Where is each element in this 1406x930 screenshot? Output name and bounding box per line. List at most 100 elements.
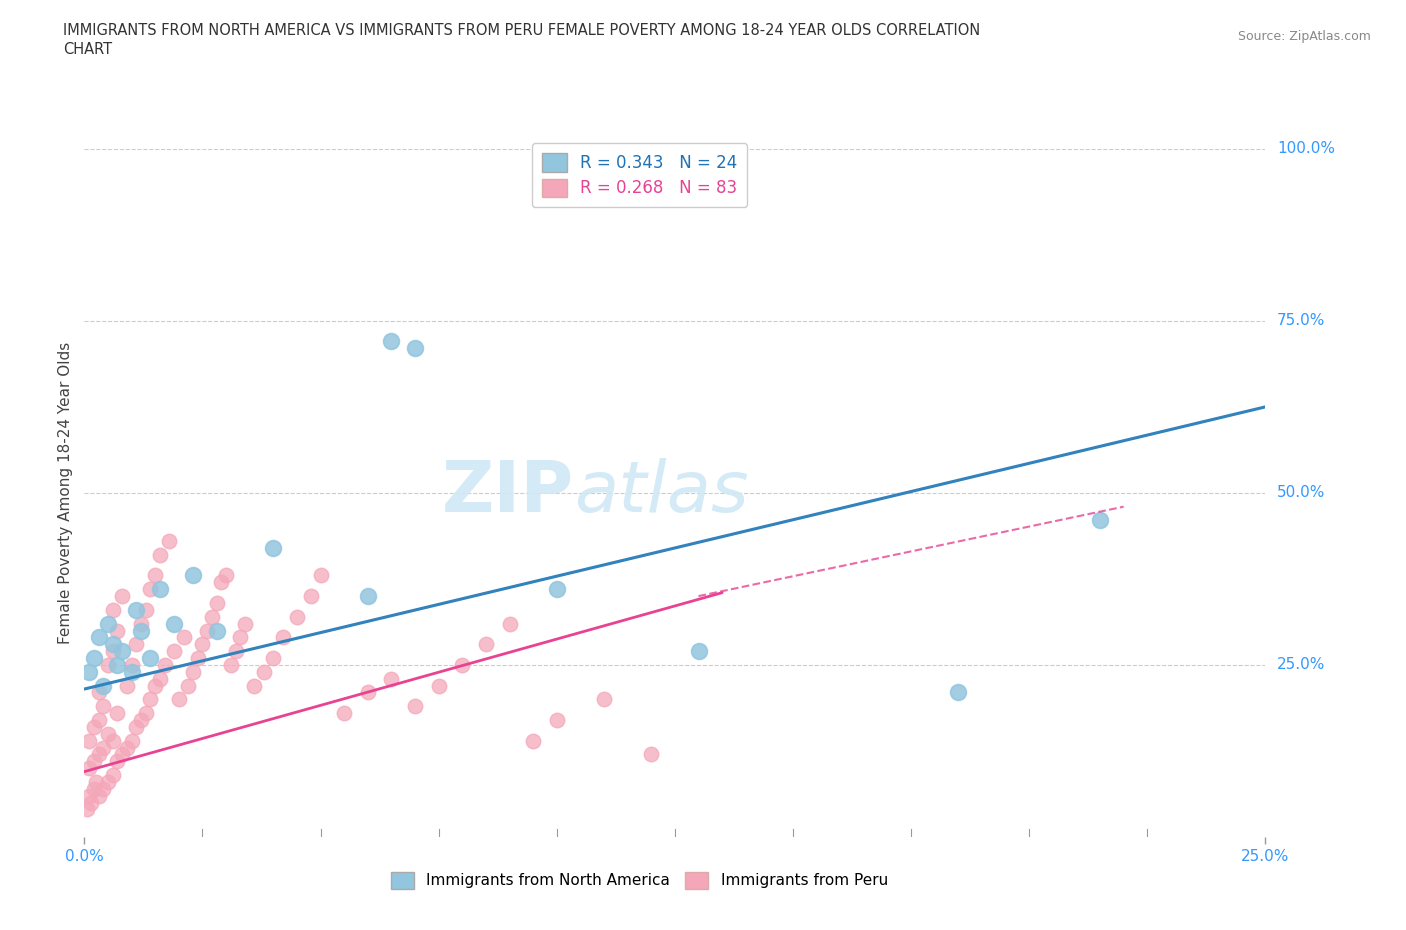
Point — [262, 651, 284, 666]
Point — [177, 678, 200, 693]
Point — [143, 568, 166, 583]
Point — [83, 781, 105, 796]
Point — [107, 623, 129, 638]
Point — [299, 589, 322, 604]
Point — [593, 692, 616, 707]
Point — [97, 658, 120, 672]
Point — [121, 664, 143, 679]
Point — [173, 630, 195, 644]
Point — [163, 644, 186, 658]
Point — [205, 623, 228, 638]
Point — [253, 664, 276, 679]
Point — [201, 609, 224, 624]
Point — [380, 334, 402, 349]
Text: Source: ZipAtlas.com: Source: ZipAtlas.com — [1237, 30, 1371, 43]
Point — [163, 617, 186, 631]
Point — [80, 795, 103, 810]
Point — [101, 644, 124, 658]
Point — [225, 644, 247, 658]
Point — [97, 726, 120, 741]
Point — [157, 534, 180, 549]
Text: 100.0%: 100.0% — [1277, 141, 1336, 156]
Point — [475, 637, 498, 652]
Point — [357, 589, 380, 604]
Text: 25.0%: 25.0% — [1277, 658, 1326, 672]
Point — [76, 802, 98, 817]
Point — [101, 767, 124, 782]
Point — [77, 789, 100, 804]
Point — [243, 678, 266, 693]
Point — [107, 706, 129, 721]
Point — [149, 548, 172, 563]
Point — [97, 775, 120, 790]
Point — [107, 754, 129, 769]
Point — [1088, 513, 1111, 528]
Point — [209, 575, 232, 590]
Text: IMMIGRANTS FROM NORTH AMERICA VS IMMIGRANTS FROM PERU FEMALE POVERTY AMONG 18-24: IMMIGRANTS FROM NORTH AMERICA VS IMMIGRA… — [63, 23, 980, 38]
Point — [640, 747, 662, 762]
Point — [125, 720, 148, 735]
Point — [357, 685, 380, 700]
Point — [91, 740, 114, 755]
Point — [87, 747, 110, 762]
Point — [87, 630, 110, 644]
Point — [101, 733, 124, 748]
Text: CHART: CHART — [63, 42, 112, 57]
Point — [262, 540, 284, 555]
Point — [688, 644, 710, 658]
Point — [121, 658, 143, 672]
Point — [181, 568, 204, 583]
Point — [77, 761, 100, 776]
Point — [229, 630, 252, 644]
Point — [91, 678, 114, 693]
Point — [129, 617, 152, 631]
Point — [167, 692, 190, 707]
Point — [219, 658, 242, 672]
Point — [285, 609, 308, 624]
Point — [149, 671, 172, 686]
Text: ZIP: ZIP — [443, 458, 575, 527]
Point — [271, 630, 294, 644]
Point — [83, 754, 105, 769]
Point — [129, 712, 152, 727]
Point — [404, 698, 426, 713]
Point — [546, 712, 568, 727]
Point — [125, 637, 148, 652]
Point — [948, 685, 970, 700]
Point — [153, 658, 176, 672]
Point — [77, 733, 100, 748]
Point — [309, 568, 332, 583]
Point — [101, 603, 124, 618]
Point — [87, 712, 110, 727]
Text: 75.0%: 75.0% — [1277, 313, 1326, 328]
Point — [111, 747, 134, 762]
Point — [121, 733, 143, 748]
Point — [125, 603, 148, 618]
Point — [143, 678, 166, 693]
Point — [522, 733, 544, 748]
Point — [380, 671, 402, 686]
Legend: Immigrants from North America, Immigrants from Peru: Immigrants from North America, Immigrant… — [385, 866, 894, 895]
Point — [101, 637, 124, 652]
Point — [83, 720, 105, 735]
Point — [427, 678, 450, 693]
Point — [451, 658, 474, 672]
Point — [77, 664, 100, 679]
Point — [87, 789, 110, 804]
Point — [404, 341, 426, 356]
Point — [139, 651, 162, 666]
Point — [115, 740, 138, 755]
Point — [139, 692, 162, 707]
Point — [135, 603, 157, 618]
Text: atlas: atlas — [575, 458, 749, 527]
Point — [333, 706, 356, 721]
Point — [149, 582, 172, 597]
Point — [135, 706, 157, 721]
Point — [83, 651, 105, 666]
Point — [87, 685, 110, 700]
Point — [195, 623, 218, 638]
Point — [91, 698, 114, 713]
Point — [546, 582, 568, 597]
Point — [191, 637, 214, 652]
Point — [107, 658, 129, 672]
